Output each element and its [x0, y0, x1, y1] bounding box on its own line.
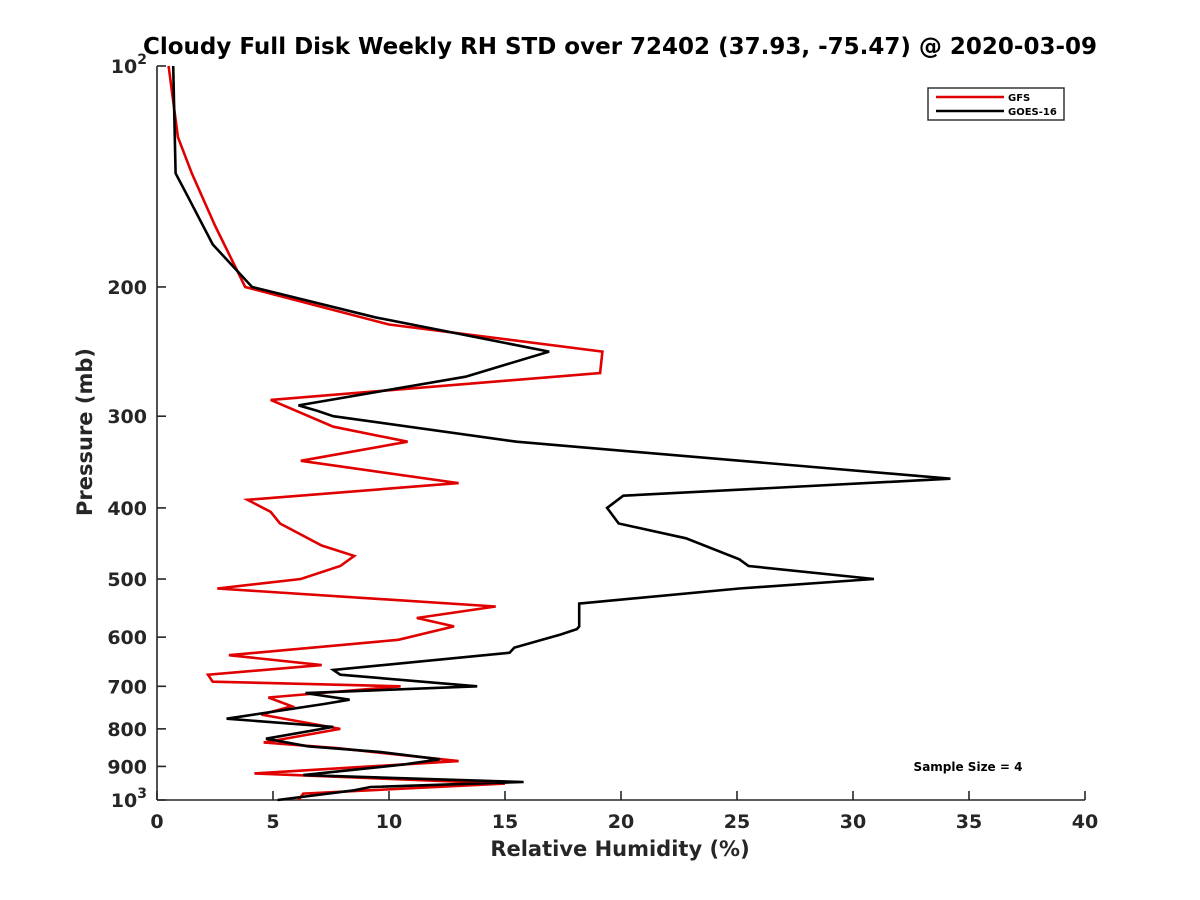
series-line-gfs — [167, 65, 604, 801]
legend-label: GFS — [1008, 93, 1030, 104]
x-tick-label: 25 — [724, 811, 750, 833]
series-line-goes-16 — [171, 65, 951, 802]
y-tick-label: 400 — [107, 498, 147, 520]
y-tick-label: 500 — [107, 569, 147, 591]
y-tick-label: 102 — [111, 52, 147, 78]
x-tick-label: 20 — [608, 811, 634, 833]
y-tick-label: 300 — [107, 406, 147, 428]
y-tick-label: 800 — [107, 719, 147, 741]
y-tick-label: 700 — [107, 676, 147, 698]
legend-box — [927, 87, 1065, 121]
x-tick-label: 30 — [840, 811, 866, 833]
axes: 0 5 10 15 20 25 30 35 40 102 200 300 400 500 600 700 800… — [107, 52, 1098, 833]
y-tick-label: 200 — [107, 277, 147, 299]
y-axis-label: Pressure (mb) — [73, 348, 97, 516]
y-tick-label: 103 — [111, 786, 147, 812]
x-tick-label: 40 — [1072, 811, 1098, 833]
x-tick-label: 15 — [492, 811, 518, 833]
y-tick-label: 600 — [107, 627, 147, 649]
sample-size-annotation: Sample Size = 4 — [914, 760, 1023, 774]
legend: GFS GOES-16 — [927, 87, 1065, 121]
chart-title: Cloudy Full Disk Weekly RH STD over 7240… — [143, 34, 1097, 60]
series-layer — [167, 65, 951, 802]
legend-label: GOES-16 — [1008, 107, 1057, 118]
y-tick-label: 900 — [107, 756, 147, 778]
x-tick-label: 10 — [376, 811, 402, 833]
x-tick-label: 35 — [956, 811, 982, 833]
x-axis-label: Relative Humidity (%) — [490, 837, 749, 861]
x-tick-label: 5 — [266, 811, 279, 833]
x-tick-label: 0 — [150, 811, 163, 833]
